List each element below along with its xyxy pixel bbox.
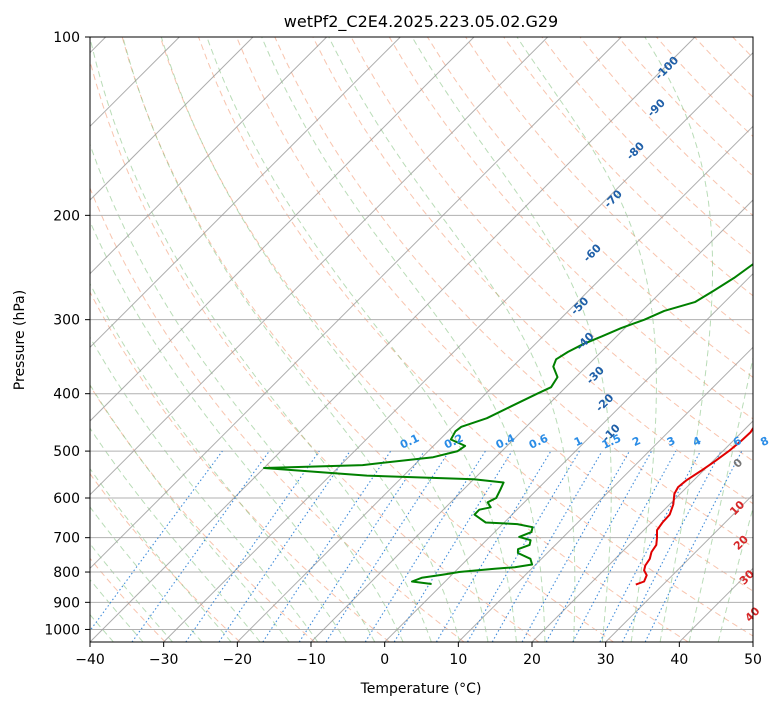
- moist-adiabat-line: [206, 37, 517, 642]
- mixing-ratio-line: [298, 450, 425, 642]
- moist-adiabat-line: [90, 383, 290, 642]
- series-lines: [263, 262, 753, 586]
- y-tick-label: 600: [53, 491, 80, 507]
- dry-adiabat-line: [90, 186, 465, 642]
- temperature-line: [635, 426, 753, 586]
- x-tick-label: −30: [149, 652, 179, 668]
- isotherm-line: [90, 37, 622, 570]
- moist-adiabat-line: [90, 543, 173, 642]
- y-axis-label: Pressure (hPa): [12, 290, 28, 390]
- isotherm-line: [457, 346, 753, 642]
- dry-adiabat-line: [121, 37, 614, 642]
- moist-adiabat-line: [90, 467, 232, 642]
- moist-adiabat-line: [160, 37, 489, 642]
- x-axis: −40 −30 −20 −10 0 10 20 30 40 50: [75, 642, 762, 668]
- x-tick-label: 20: [523, 652, 541, 668]
- chart-title: wetPf2_C2E4.2025.223.05.02.G29: [284, 12, 558, 32]
- dry-adiabat-line: [90, 59, 540, 642]
- isotherm-line: [605, 493, 753, 642]
- moist-adiabat-line: [411, 37, 612, 642]
- moist-adiabat-line: [90, 506, 203, 642]
- y-tick-label: 300: [53, 313, 80, 329]
- mixing-ratio-line: [131, 450, 270, 642]
- moist-adiabat-line: [688, 355, 753, 642]
- mixing-ratio-label: 8: [758, 434, 770, 449]
- dry-adiabat-line: [312, 37, 753, 505]
- y-tick-label: 400: [53, 387, 80, 403]
- dry-adiabat-line: [236, 37, 753, 592]
- dry-adiabat-line: [90, 291, 390, 642]
- y-tick-label: 500: [53, 444, 80, 460]
- y-axis: 100 200 300 400 500 600 700 800 900 1000: [44, 30, 90, 638]
- mixing-ratio-line: [218, 450, 351, 642]
- isotherm-line: [90, 37, 696, 642]
- dry-adiabat-line: [388, 37, 753, 420]
- moist-adiabat-line: [90, 578, 144, 642]
- x-axis-label: Temperature (°C): [360, 681, 482, 697]
- y-tick-label: 1000: [44, 622, 80, 638]
- plot-area: [90, 37, 753, 642]
- moist-adiabat-line: [90, 37, 432, 642]
- isotherm-line: [236, 125, 753, 642]
- x-tick-label: −20: [223, 652, 253, 668]
- moist-adiabat-line: [90, 142, 404, 642]
- y-tick-label: 900: [53, 595, 80, 611]
- dry-adiabat-line: [90, 472, 241, 642]
- moist-adiabat-line: [90, 336, 319, 642]
- dewpoint-line: [263, 262, 753, 585]
- y-tick-label: 700: [53, 531, 80, 547]
- dry-adiabat-line: [274, 37, 753, 548]
- moist-adiabat-line: [644, 37, 713, 642]
- x-tick-label: 50: [744, 652, 762, 668]
- mixing-ratio-line: [262, 450, 392, 642]
- mixing-ratio-line: [90, 450, 223, 632]
- x-tick-label: −40: [75, 652, 105, 668]
- x-tick-label: 30: [597, 652, 615, 668]
- isotherm-line: [752, 641, 753, 642]
- dry-adiabat-line: [90, 384, 316, 642]
- isotherm-line: [90, 37, 549, 496]
- y-tick-label: 800: [53, 565, 80, 581]
- isotherm-line: [90, 37, 254, 201]
- dry-adiabat-line: [503, 37, 753, 297]
- moist-adiabat-line: [122, 37, 461, 642]
- isotherm-line: [310, 199, 753, 642]
- moist-adiabat-line: [717, 506, 753, 642]
- mixing-ratio-line: [325, 450, 450, 642]
- isotherm-line: [531, 420, 753, 642]
- y-tick-label: 200: [53, 208, 80, 224]
- mixing-ratio-line: [644, 450, 743, 642]
- x-tick-label: 0: [380, 652, 389, 668]
- moist-adiabat-line: [90, 282, 347, 642]
- isotherm-line: [90, 37, 475, 422]
- x-tick-label: 40: [670, 652, 688, 668]
- mixing-ratio-line: [393, 450, 513, 642]
- dry-adiabat-line: [426, 37, 753, 378]
- mixing-ratio-line: [521, 450, 630, 642]
- dry-adiabat-line: [465, 37, 753, 338]
- moist-adiabat-line: [90, 220, 376, 642]
- isotherm-line: [90, 37, 328, 275]
- mixing-ratio-line: [572, 450, 677, 642]
- dry-adiabat-line: [159, 37, 689, 642]
- mixing-ratio-line: [185, 450, 320, 642]
- x-tick-label: −10: [296, 652, 326, 668]
- isotherm-line: [90, 37, 401, 349]
- moist-adiabat-line: [90, 427, 261, 642]
- moist-adiabat-line: [261, 37, 546, 642]
- isotherm-line: [384, 272, 753, 642]
- mixing-ratio-line: [545, 450, 653, 642]
- plot-frame: [89, 36, 754, 643]
- moist-adiabat-line: [516, 37, 657, 642]
- isotherm-line: [163, 51, 753, 642]
- x-tick-label: 10: [449, 652, 467, 668]
- y-tick-label: 100: [53, 30, 80, 46]
- dry-adiabat-line: [771, 37, 775, 642]
- background-lines: [90, 37, 775, 642]
- dry-adiabat-line: [350, 37, 753, 462]
